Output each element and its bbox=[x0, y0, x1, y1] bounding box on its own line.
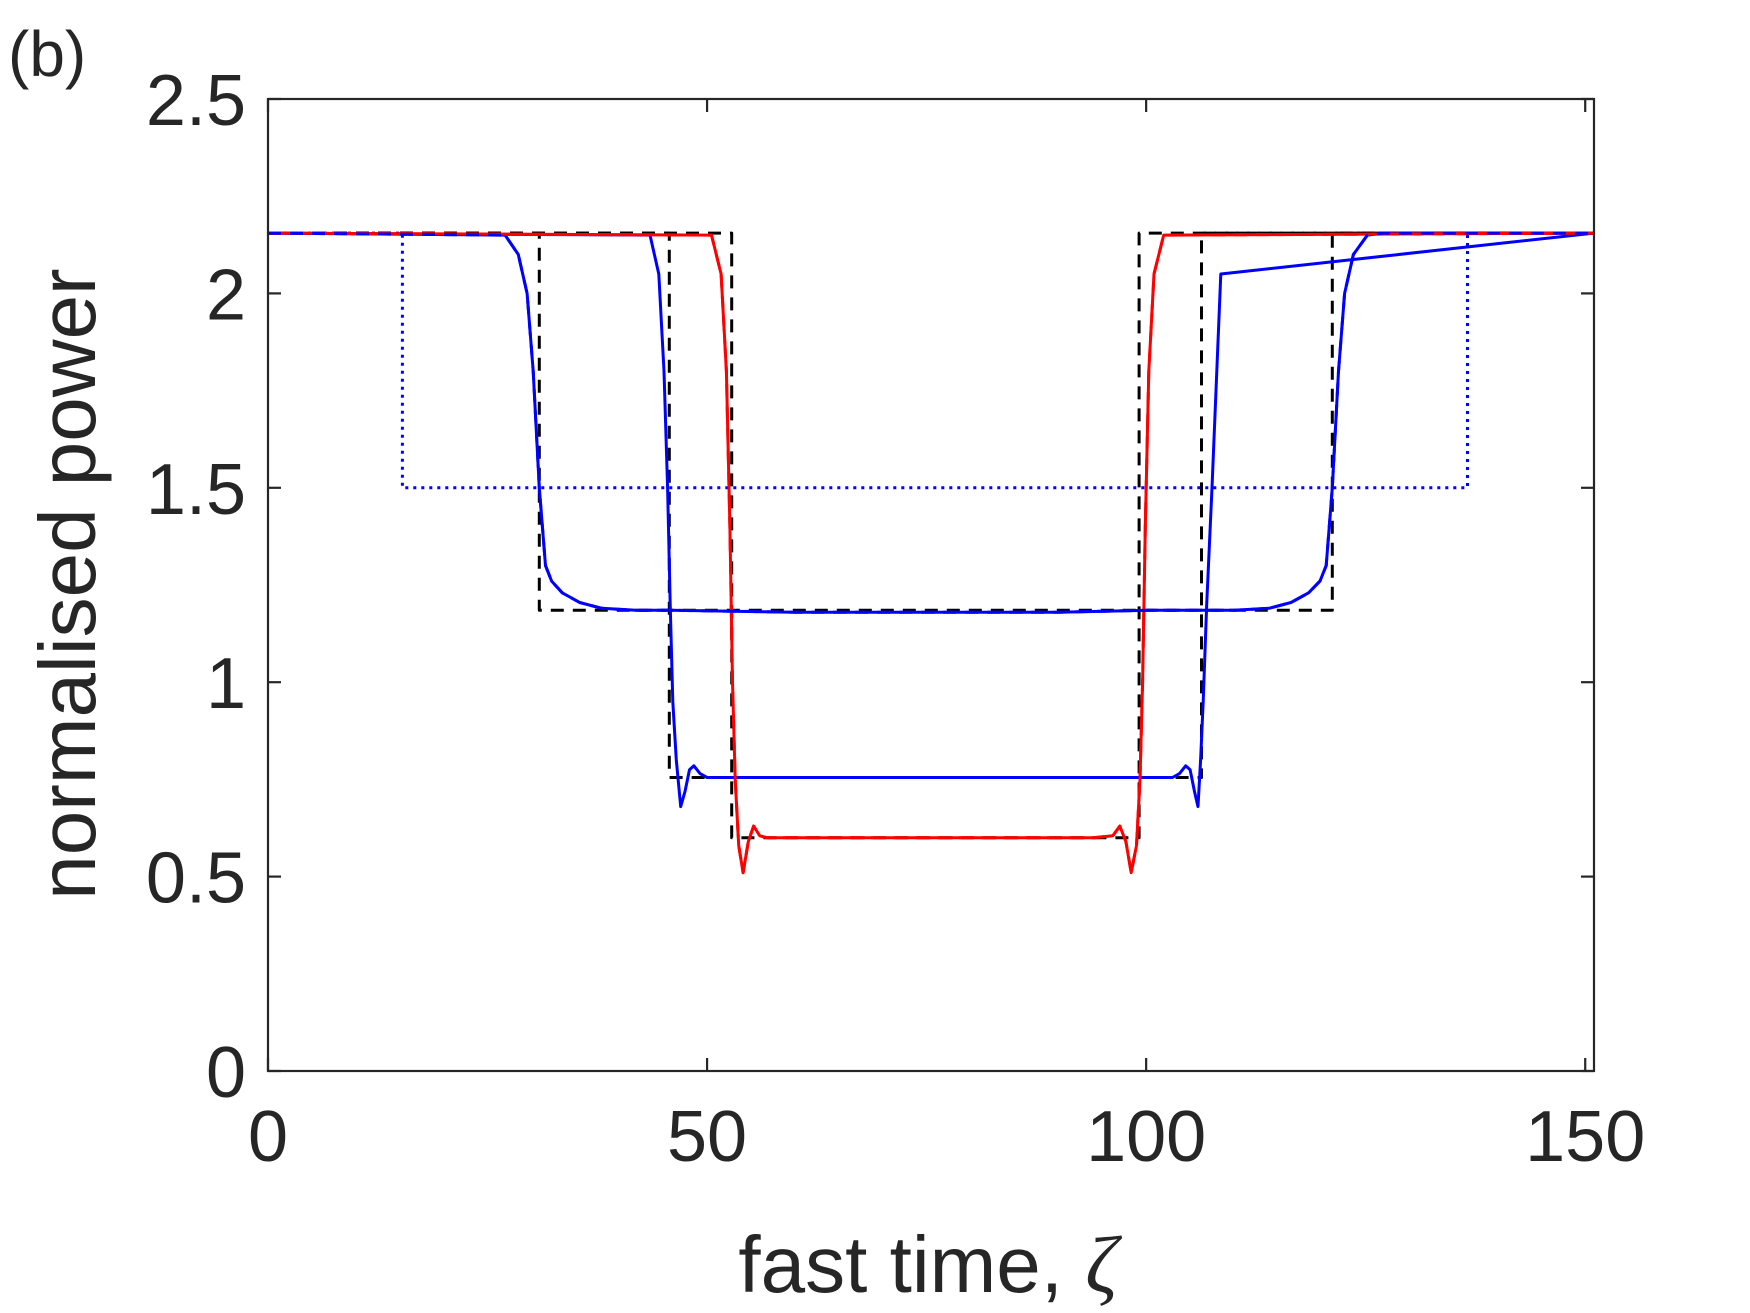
tick-labels-layer: 0 50 100 150 0 0.5 1 1.5 2 2.5 bbox=[146, 61, 1645, 1177]
x-tick-label: 150 bbox=[1525, 1097, 1645, 1177]
x-axis-label: fast time, ζ bbox=[738, 1220, 1122, 1310]
y-tick-label: 1 bbox=[206, 644, 246, 724]
x-tick-label: 50 bbox=[667, 1097, 747, 1177]
series-line-4 bbox=[268, 231, 1594, 840]
x-axis-label-text: fast time, bbox=[738, 1220, 1085, 1309]
y-tick-label: 0.5 bbox=[146, 839, 246, 919]
series-line-8 bbox=[268, 231, 1594, 875]
y-tick-label: 2.5 bbox=[146, 61, 246, 141]
x-tick-label: 100 bbox=[1086, 1097, 1206, 1177]
ticks-layer bbox=[266, 97, 1594, 1073]
axes-box bbox=[266, 97, 1596, 1073]
y-axis-label: normalised power bbox=[23, 268, 112, 899]
y-tick-label: 2 bbox=[206, 255, 246, 335]
series-layer bbox=[268, 231, 1594, 875]
plot-area: 0 50 100 150 0 0.5 1 1.5 2 2.5 bbox=[146, 61, 1645, 1177]
y-tick-label: 0 bbox=[206, 1033, 246, 1113]
x-tick-label: 0 bbox=[248, 1097, 288, 1177]
panel-label: (b) bbox=[8, 18, 86, 90]
x-axis-label-symbol: ζ bbox=[1085, 1222, 1122, 1310]
y-tick-label: 1.5 bbox=[146, 450, 246, 530]
series-line-6 bbox=[268, 231, 1594, 809]
series-line-9 bbox=[268, 231, 1594, 614]
